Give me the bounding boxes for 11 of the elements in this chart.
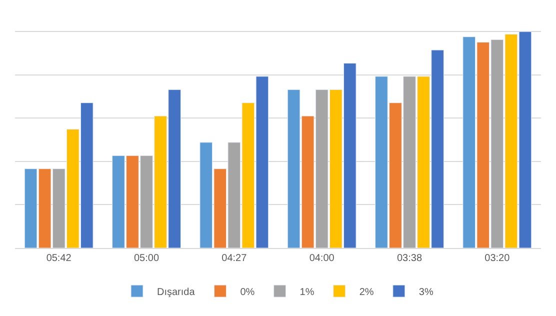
x-tick-label: 03:38 bbox=[396, 253, 422, 264]
legend-label: 2% bbox=[359, 286, 374, 298]
legend-label: Dışarıda bbox=[157, 286, 196, 298]
legend-label: 0% bbox=[240, 286, 255, 298]
x-tick-label: 05:42 bbox=[46, 253, 72, 264]
x-tick-label: 05:00 bbox=[134, 253, 160, 264]
legend-label: 1% bbox=[300, 286, 314, 298]
legend-label: 3% bbox=[418, 286, 434, 298]
x-tick-label: 04:27 bbox=[222, 253, 248, 264]
x-tick-label: 04:00 bbox=[309, 253, 335, 264]
x-tick-label: 03:20 bbox=[484, 253, 510, 264]
